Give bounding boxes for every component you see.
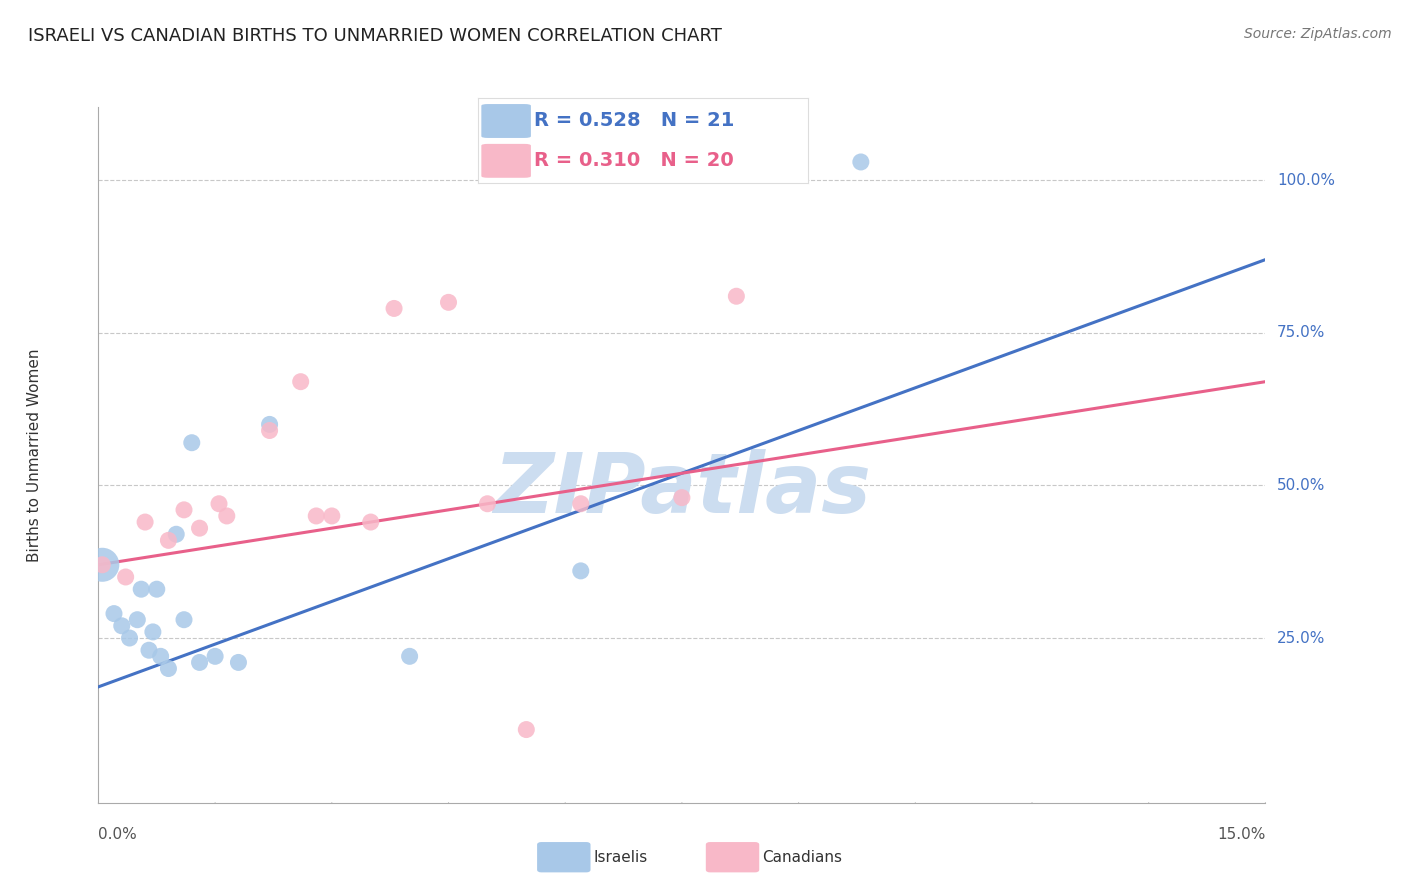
Point: [569, 497, 592, 511]
Point: [111, 619, 134, 633]
Text: 100.0%: 100.0%: [1277, 173, 1336, 188]
Point: [228, 656, 250, 670]
Point: [515, 723, 537, 737]
Point: [103, 607, 125, 621]
Point: [725, 289, 748, 303]
Point: [188, 521, 211, 535]
Point: [173, 613, 195, 627]
Point: [321, 508, 343, 523]
Point: [360, 515, 382, 529]
Point: [208, 497, 231, 511]
Point: [91, 558, 114, 572]
Point: [173, 503, 195, 517]
Point: [188, 656, 211, 670]
Text: 0.0%: 0.0%: [98, 827, 138, 842]
Text: Source: ZipAtlas.com: Source: ZipAtlas.com: [1244, 27, 1392, 41]
Point: [118, 631, 141, 645]
Point: [569, 564, 592, 578]
Point: [671, 491, 693, 505]
Point: [437, 295, 460, 310]
Text: R = 0.310   N = 20: R = 0.310 N = 20: [534, 152, 734, 170]
Text: 15.0%: 15.0%: [1218, 827, 1265, 842]
Point: [149, 649, 172, 664]
Point: [305, 508, 328, 523]
FancyBboxPatch shape: [481, 104, 531, 138]
Point: [127, 613, 149, 627]
Text: ZIPatlas: ZIPatlas: [494, 450, 870, 530]
Point: [215, 508, 238, 523]
Point: [129, 582, 152, 597]
Point: [138, 643, 160, 657]
Point: [204, 649, 226, 664]
Point: [91, 558, 114, 572]
Point: [290, 375, 312, 389]
Point: [157, 661, 180, 675]
Point: [165, 527, 187, 541]
Point: [142, 624, 165, 639]
Point: [180, 435, 202, 450]
Point: [114, 570, 136, 584]
FancyBboxPatch shape: [481, 144, 531, 178]
Point: [259, 424, 281, 438]
Point: [146, 582, 169, 597]
Text: Israelis: Israelis: [593, 850, 648, 864]
Point: [477, 497, 499, 511]
Point: [134, 515, 156, 529]
Text: Canadians: Canadians: [762, 850, 842, 864]
Text: Births to Unmarried Women: Births to Unmarried Women: [27, 348, 42, 562]
Point: [849, 155, 872, 169]
Text: ISRAELI VS CANADIAN BIRTHS TO UNMARRIED WOMEN CORRELATION CHART: ISRAELI VS CANADIAN BIRTHS TO UNMARRIED …: [28, 27, 723, 45]
Point: [382, 301, 405, 316]
Text: R = 0.528   N = 21: R = 0.528 N = 21: [534, 112, 734, 130]
Point: [398, 649, 420, 664]
Point: [259, 417, 281, 432]
Text: 50.0%: 50.0%: [1277, 478, 1326, 493]
Text: 75.0%: 75.0%: [1277, 326, 1326, 341]
Point: [157, 533, 180, 548]
Text: 25.0%: 25.0%: [1277, 631, 1326, 646]
